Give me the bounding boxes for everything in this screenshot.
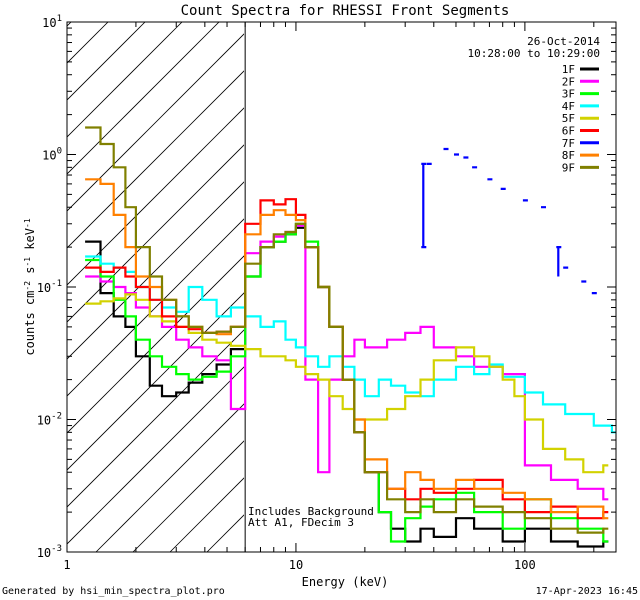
hatch-line: [67, 218, 244, 397]
hatch-line: [67, 255, 244, 434]
hatch-line: [67, 22, 109, 64]
annotation-background: Includes Background: [248, 505, 374, 518]
footer-timestamp: 17-Apr-2023 16:45: [536, 586, 638, 597]
hatch-line: [132, 440, 244, 552]
y-tick-label: 10-1: [37, 279, 62, 295]
series-2F: [85, 224, 609, 501]
x-tick-label: 10: [289, 558, 303, 572]
series-7F: [421, 147, 597, 295]
legend-label: 1F: [562, 63, 575, 76]
hatch-line: [67, 70, 244, 249]
y-tick-label: 10-3: [37, 544, 62, 560]
hatch-line: [67, 107, 244, 286]
hatch-line: [67, 329, 244, 508]
excluded-energy-hatch: [67, 22, 244, 552]
y-axis-label: counts cm-2 s-1 keV-1: [23, 218, 37, 355]
legend-label: 6F: [562, 125, 575, 138]
y-tick-label: 10-2: [37, 412, 62, 428]
legend-label: 5F: [562, 112, 575, 125]
legend-label: 8F: [562, 149, 575, 162]
hatch-line: [95, 403, 244, 552]
hatch-line: [67, 22, 146, 101]
series-5F: [85, 293, 609, 474]
chart-title: Count Spectra for RHESSI Front Segments: [181, 3, 510, 19]
hatch-line: [206, 514, 244, 552]
legend-label: 7F: [562, 137, 575, 150]
x-tick-label: 1: [63, 558, 70, 572]
series-9F: [85, 126, 609, 534]
hatch-line: [67, 22, 220, 175]
legend-label: 4F: [562, 100, 575, 113]
hatch-line: [67, 33, 244, 212]
footer-generator: Generated by hsi_min_spectra_plot.pro: [2, 586, 225, 597]
y-tick-label: 101: [42, 14, 62, 30]
series-4F: [85, 255, 616, 434]
hatch-line: [67, 292, 244, 471]
legend-label: 9F: [562, 161, 575, 174]
date-text: 26-Oct-2014: [527, 35, 600, 48]
x-axis-label: Energy (keV): [302, 575, 389, 589]
axis-ticks: [66, 22, 616, 553]
time-range-text: 10:28:00 to 10:29:00: [468, 47, 600, 60]
y-tick-label: 100: [42, 147, 62, 163]
hatch-line: [67, 366, 244, 545]
legend-label: 3F: [562, 88, 575, 101]
series-8F: [85, 178, 609, 520]
annotation-attenuator: Att A1, FDecim 3: [248, 516, 354, 529]
series-6F: [85, 198, 609, 520]
hatch-line: [67, 144, 244, 323]
hatch-line: [67, 181, 244, 360]
hatch-line: [67, 22, 183, 138]
x-tick-label: 100: [514, 558, 536, 572]
series-3F: [85, 222, 609, 543]
legend-label: 2F: [562, 75, 575, 88]
